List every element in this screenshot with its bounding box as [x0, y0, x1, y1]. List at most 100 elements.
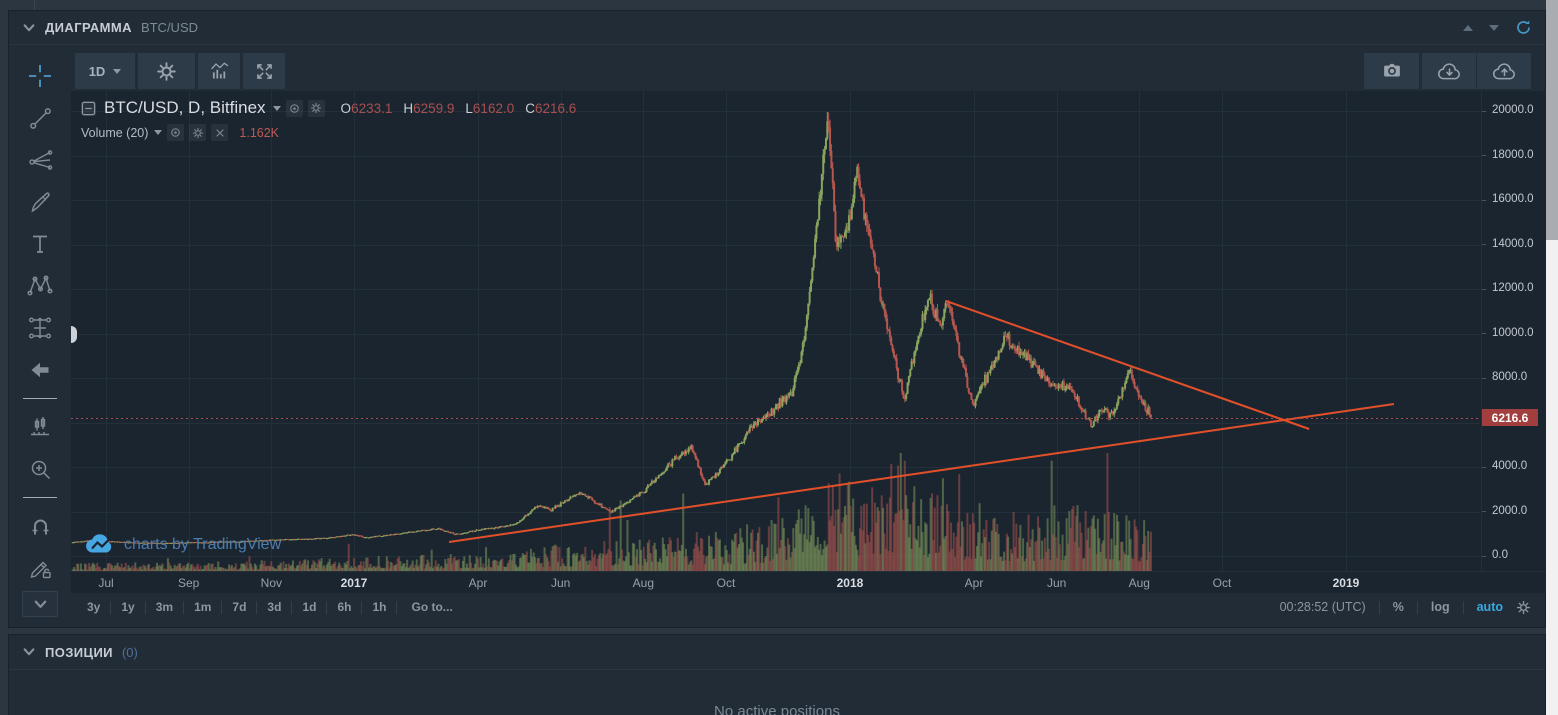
time-axis-label: Jul — [98, 576, 114, 590]
time-axis-label: 2017 — [340, 576, 368, 590]
positions-title: ПОЗИЦИИ — [45, 644, 113, 660]
trend-line-tool-icon[interactable] — [19, 97, 61, 139]
close-label: C — [525, 100, 535, 116]
xabcd-pattern-tool-icon[interactable] — [19, 265, 61, 307]
range-button-1y[interactable]: 1y — [121, 600, 135, 614]
fib-fan-tool-icon[interactable] — [19, 139, 61, 181]
range-button-6h[interactable]: 6h — [337, 600, 352, 614]
zoom-in-tool-icon[interactable] — [19, 448, 61, 490]
price-tick — [1482, 155, 1486, 156]
price-tick — [1482, 511, 1486, 512]
range-button-1d[interactable]: 1d — [302, 600, 317, 614]
measure-tool-icon[interactable] — [19, 406, 61, 448]
hide-drawings-icon[interactable] — [22, 591, 58, 617]
range-button-1m[interactable]: 1m — [194, 600, 212, 614]
chart-plot-area: BTC/USD, D, Bitfinex O6233.1 H6259.9 L61… — [71, 91, 1547, 571]
eye-icon[interactable] — [285, 99, 303, 117]
auto-scale-button[interactable]: auto — [1476, 600, 1503, 614]
axis-settings-group: 00:28:52 (UTC) % log auto — [1280, 593, 1531, 621]
price-tick-label: 10000.0 — [1492, 326, 1534, 339]
range-button-3y[interactable]: 3y — [87, 600, 101, 614]
time-axis-label: Oct — [716, 576, 736, 590]
cloud-save-button[interactable] — [1477, 53, 1531, 89]
arrow-left-icon[interactable] — [19, 349, 61, 391]
gear-icon[interactable] — [307, 99, 325, 117]
eye-icon[interactable] — [167, 124, 185, 141]
chevron-down-icon[interactable] — [154, 130, 163, 135]
price-tick-label: 14000.0 — [1492, 237, 1534, 250]
price-tick — [1482, 378, 1486, 379]
time-axis-label: Sep — [177, 576, 200, 590]
chart-style-button[interactable] — [198, 53, 240, 89]
time-axis-label: Jun — [550, 576, 571, 590]
collapse-chevron-icon[interactable] — [22, 645, 36, 659]
page-scrollbar-thumb[interactable] — [1546, 0, 1558, 240]
move-down-icon[interactable] — [1489, 24, 1499, 31]
close-icon[interactable] — [211, 124, 229, 141]
chart-bottom-toolbar: 3y 1y 3m 1m 7d 3d 1d 6h 1h Go to... 00:28:52 (UT… — [71, 593, 1545, 621]
chart-panel: ДИАГРАММА BTC/USD — [8, 10, 1547, 628]
log-scale-button[interactable]: log — [1430, 600, 1450, 614]
snapshot-camera-button[interactable] — [1364, 53, 1419, 89]
brush-tool-icon[interactable] — [19, 181, 61, 223]
cloud-load-button[interactable] — [1422, 53, 1476, 89]
move-up-icon[interactable] — [1463, 24, 1473, 31]
chart-settings-button[interactable] — [138, 53, 195, 89]
range-button-3m[interactable]: 3m — [155, 600, 174, 614]
high-value: 6259.9 — [413, 100, 455, 116]
legend-symbol-title[interactable]: BTC/USD, D, Bitfinex — [104, 98, 266, 117]
goto-button[interactable]: Go to... — [411, 600, 453, 614]
chart-panel-header: ДИАГРАММА BTC/USD — [9, 11, 1545, 45]
forecast-tool-icon[interactable] — [19, 307, 61, 349]
crosshair-tool-icon[interactable] — [19, 55, 61, 97]
drawing-lock-tool-icon[interactable] — [19, 547, 61, 589]
gear-icon[interactable] — [1516, 600, 1531, 615]
fullscreen-button[interactable] — [243, 53, 285, 89]
price-axis[interactable]: 20000.0 18000.0 16000.0 14000.0 12000.0 10000… — [1481, 91, 1547, 571]
collapse-legend-icon[interactable] — [81, 100, 96, 116]
panel-title: ДИАГРАММА — [45, 20, 132, 35]
refresh-icon[interactable] — [1515, 19, 1532, 36]
clock: 00:28:52 (UTC) — [1279, 600, 1366, 614]
range-button-1h[interactable]: 1h — [372, 600, 387, 614]
low-label: L — [465, 100, 473, 116]
collapse-chevron-icon[interactable] — [22, 21, 36, 35]
magnet-tool-icon[interactable] — [19, 505, 61, 547]
tradingview-logo-icon — [86, 534, 112, 553]
chart-canvas[interactable] — [71, 91, 1481, 571]
price-tick-label: 2000.0 — [1492, 504, 1528, 517]
cloud-buttons — [1422, 53, 1531, 89]
gear-icon[interactable] — [189, 124, 207, 141]
price-tick — [1482, 333, 1486, 334]
open-value: 6233.1 — [351, 100, 393, 116]
volume-value: 1.162K — [239, 125, 280, 140]
time-axis-label: 2018 — [836, 576, 864, 590]
positions-panel: ПОЗИЦИИ (0) No active positions — [8, 634, 1546, 715]
time-axis-label: Oct — [1212, 576, 1232, 590]
time-axis-label: Aug — [632, 576, 655, 590]
panel-symbol: BTC/USD — [140, 20, 198, 35]
time-axis-label: 2019 — [1332, 576, 1360, 590]
drawing-toolbar — [9, 45, 71, 627]
high-label: H — [403, 100, 414, 116]
volume-indicator-label[interactable]: Volume (20) — [81, 125, 149, 140]
low-value: 6162.0 — [472, 100, 515, 116]
chart-left-handle[interactable] — [71, 326, 77, 343]
percent-scale-button[interactable]: % — [1392, 600, 1404, 614]
price-tick-label: 12000.0 — [1492, 282, 1534, 294]
price-tick — [1482, 289, 1486, 290]
tradingview-watermark[interactable]: charts by TradingView — [85, 534, 281, 555]
price-tick-label: 8000.0 — [1492, 371, 1528, 383]
open-label: O — [340, 100, 352, 116]
range-button-7d[interactable]: 7d — [232, 600, 247, 614]
price-tick — [1482, 467, 1486, 468]
toolbar-separator — [23, 497, 57, 498]
chevron-down-icon[interactable] — [272, 105, 281, 111]
page-scrollbar-track[interactable] — [1546, 0, 1558, 715]
time-axis[interactable]: Jul Sep Nov 2017 Apr Jun Aug Oct 2018 Apr Jun Aug Oc… — [71, 571, 1547, 593]
time-axis-label: Apr — [468, 576, 488, 590]
current-price-tag: 6216.6 — [1482, 409, 1538, 427]
text-tool-icon[interactable] — [19, 223, 61, 265]
range-button-3d[interactable]: 3d — [267, 600, 282, 614]
interval-dropdown[interactable]: 1D — [75, 53, 135, 89]
